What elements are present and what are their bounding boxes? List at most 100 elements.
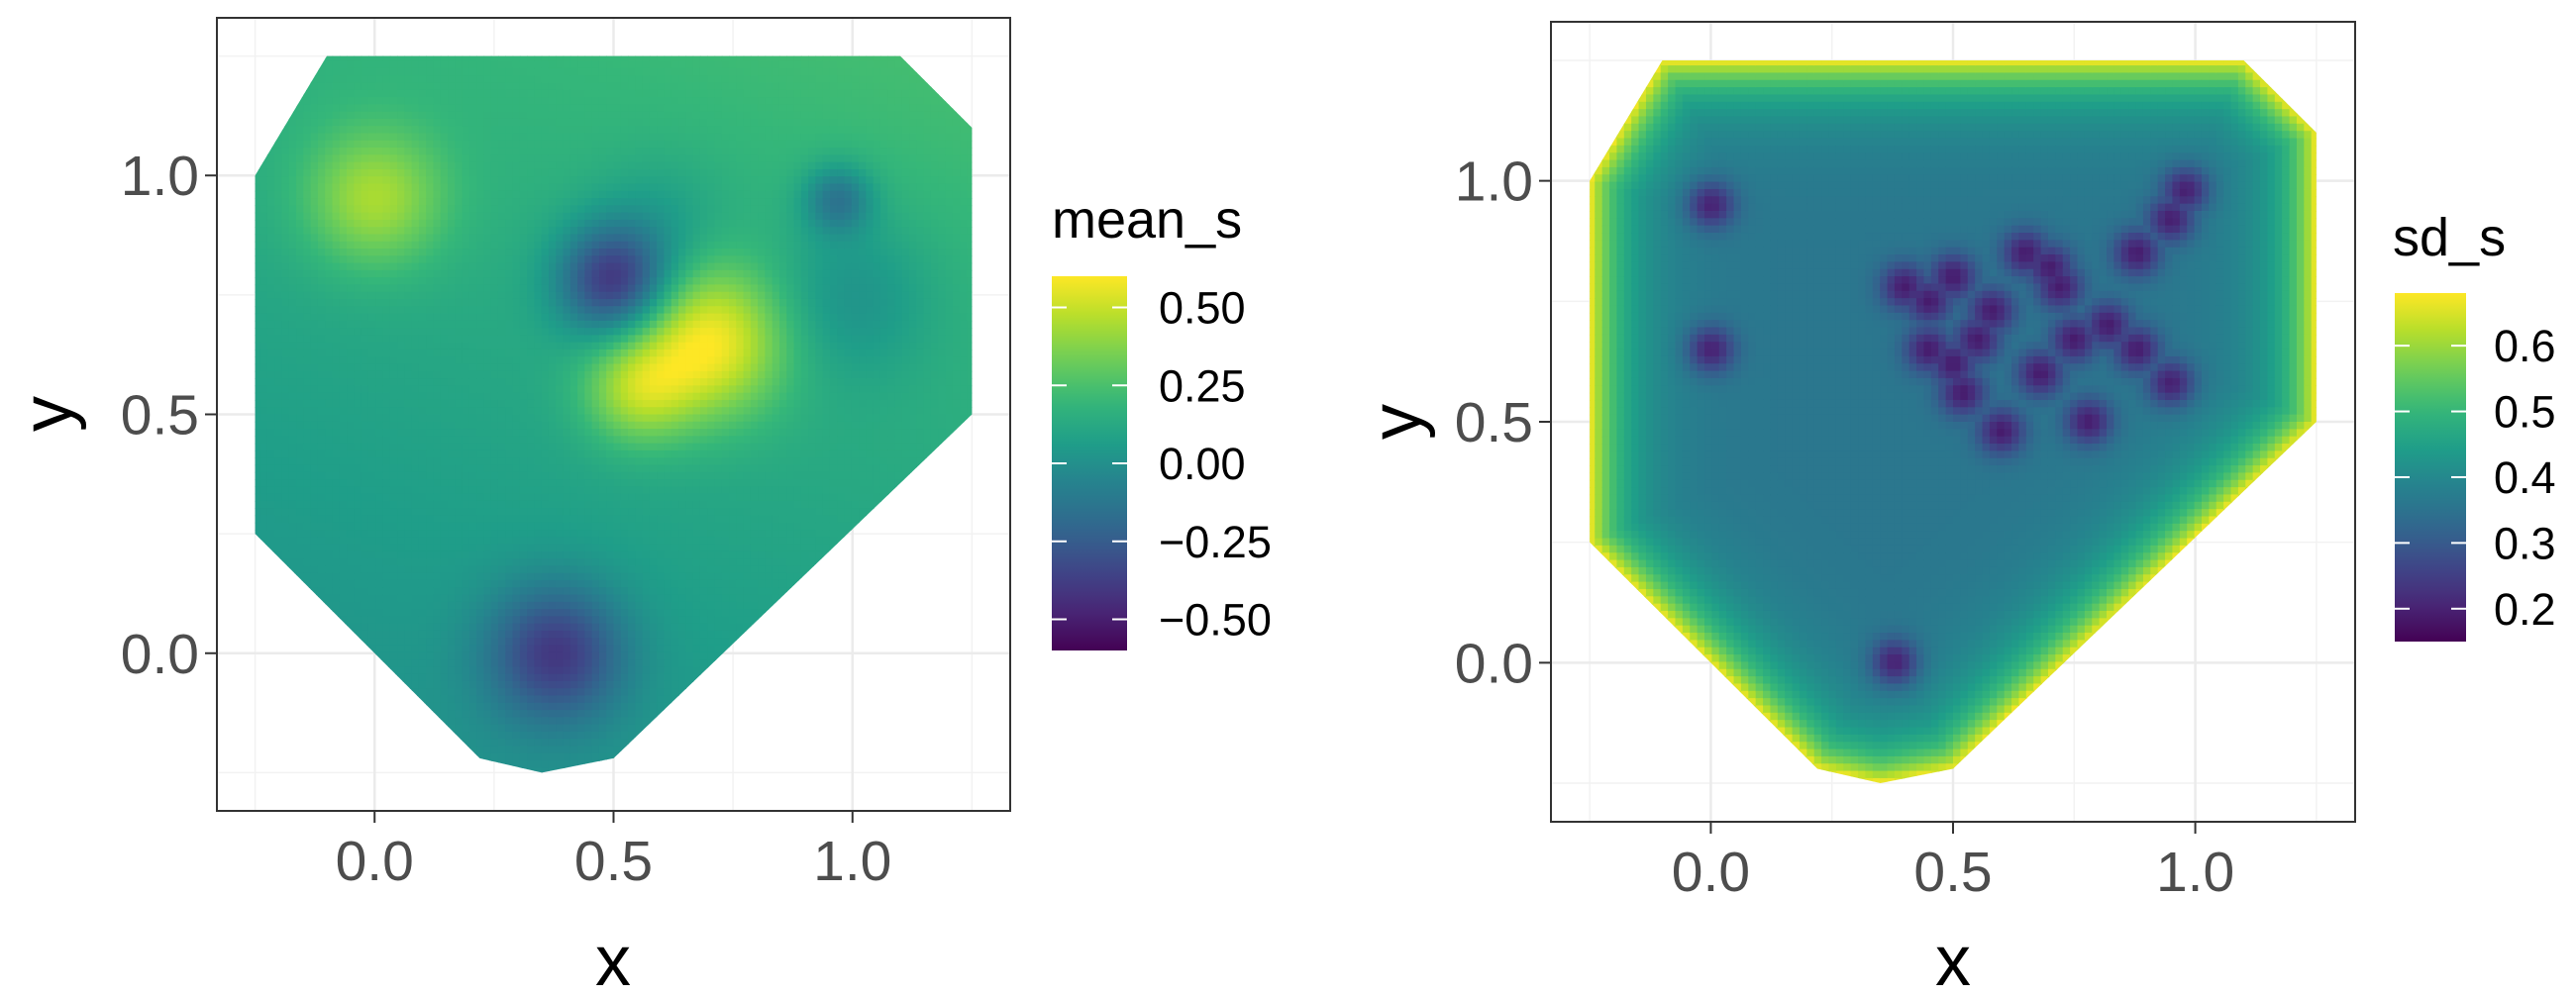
heat-cell [397, 464, 406, 473]
heat-cell [397, 320, 406, 329]
heat-cell [367, 60, 376, 69]
heat-cell [505, 638, 514, 647]
heat-cell [274, 537, 283, 546]
heat-cell [288, 392, 297, 401]
heat-cell [389, 471, 398, 480]
heat-cell [534, 767, 543, 773]
heat-cell [448, 111, 457, 120]
heat-cell [519, 378, 528, 387]
heat-cell [426, 89, 435, 98]
heat-cell [389, 414, 398, 423]
heat-cell [426, 67, 435, 77]
heat-cell [274, 508, 283, 517]
heat-cell [397, 385, 406, 394]
heat-cell [483, 471, 492, 480]
heat-cell [426, 558, 435, 567]
heat-cell [483, 486, 492, 495]
heat-cell [512, 104, 521, 113]
heat-cell [512, 609, 521, 618]
heat-cell [505, 522, 514, 531]
heat-cell [462, 572, 470, 581]
heat-cell [382, 464, 391, 473]
heat-cell [497, 515, 507, 524]
heat-cell [296, 515, 305, 524]
heat-cell [497, 572, 507, 581]
heat-cell [462, 104, 470, 113]
heat-cell [512, 328, 521, 337]
heat-cell [433, 227, 442, 236]
heat-cell [325, 111, 334, 120]
heat-cell [266, 515, 276, 524]
heat-cell [339, 313, 348, 322]
heat-cell [527, 464, 536, 473]
heat-cell [440, 421, 449, 430]
heat-cell [367, 616, 376, 625]
heat-cell [534, 702, 543, 711]
heat-cell [426, 176, 435, 185]
heat-cell [483, 342, 492, 350]
heat-cell [433, 75, 442, 84]
heat-cell [462, 515, 470, 524]
heat-cell [462, 89, 470, 98]
heat-cell [411, 436, 420, 445]
heat-cell [375, 436, 384, 445]
heat-cell [361, 298, 369, 308]
heat-cell [512, 399, 521, 409]
heat-cell [433, 183, 442, 192]
heat-cell [462, 479, 470, 488]
heat-cell [527, 349, 536, 358]
heat-cell [462, 60, 470, 69]
heat-cell [347, 126, 356, 135]
heat-cell [332, 284, 341, 293]
heat-cell [354, 522, 362, 531]
heat-cell [512, 234, 521, 243]
heat-cell [426, 205, 435, 214]
heat-cell [354, 205, 362, 214]
heat-cell [476, 515, 485, 524]
heat-cell [347, 363, 356, 372]
heat-cell [519, 414, 528, 423]
heat-cell [426, 190, 435, 199]
heat-cell [303, 493, 312, 502]
heat-cell [367, 399, 376, 409]
heat-cell [375, 464, 384, 473]
heat-cell [397, 651, 406, 660]
heat-cell [505, 579, 514, 589]
heat-cell [476, 724, 485, 733]
heat-cell [367, 291, 376, 300]
heat-cell [332, 82, 341, 91]
heat-cell [519, 126, 528, 135]
heat-cell [433, 55, 442, 62]
heat-cell [448, 148, 457, 156]
heat-cell [382, 471, 391, 480]
heat-cell [418, 688, 427, 697]
heat-cell [411, 471, 420, 480]
heat-cell [418, 493, 427, 502]
heat-cell [404, 342, 413, 350]
heat-cell [354, 176, 362, 185]
heat-cell [426, 673, 435, 682]
heat-cell [317, 471, 327, 480]
heat-cell [389, 421, 398, 430]
heat-cell [397, 530, 406, 539]
heat-cell [354, 234, 362, 243]
heat-cell [418, 558, 427, 567]
heat-cell [397, 176, 406, 185]
heat-cell [354, 630, 362, 640]
heat-cell [462, 673, 470, 682]
heat-cell [519, 717, 528, 726]
heat-cell [375, 616, 384, 625]
heat-cell [462, 731, 470, 740]
heat-cell [389, 349, 398, 358]
heat-cell [497, 212, 507, 221]
heat-cell [281, 500, 290, 509]
heat-cell [418, 89, 427, 98]
heat-cell [347, 544, 356, 552]
heat-cell [426, 443, 435, 451]
heat-cell [483, 356, 492, 365]
heat-cell [448, 724, 457, 733]
heat-cell [490, 219, 499, 228]
heat-cell [527, 695, 536, 704]
heat-cell [455, 154, 464, 163]
